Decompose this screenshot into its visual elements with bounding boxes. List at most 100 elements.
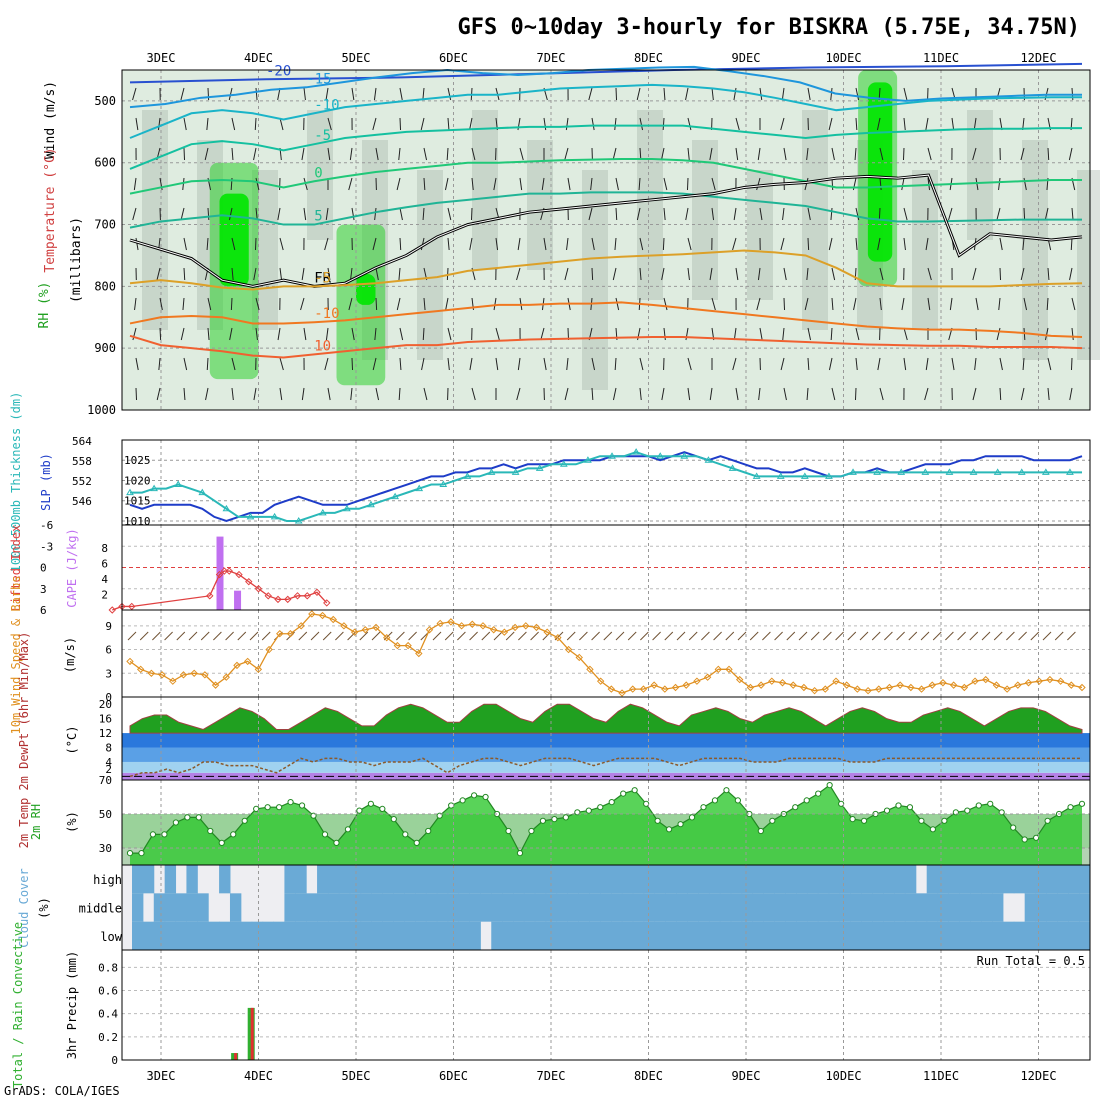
pressure-tick-label: 700 <box>94 218 116 232</box>
wind-barb <box>205 387 209 401</box>
wind-speed-marker <box>404 641 412 650</box>
bottom-day-label: 7DEC <box>537 1069 566 1083</box>
wind-barb <box>444 631 454 641</box>
wind-barb <box>423 387 428 401</box>
cloud-cell <box>992 921 1004 950</box>
cloud-cell <box>774 865 786 894</box>
wind-speed-marker <box>618 689 626 697</box>
wind-tick-label: 3 <box>105 667 112 680</box>
cloud-cell <box>1068 893 1080 922</box>
wind-barb <box>903 207 908 221</box>
cloud-cell <box>458 921 470 950</box>
cloud-cell <box>1079 921 1091 950</box>
wind-speed-marker <box>650 681 658 689</box>
cloud-cell <box>1013 921 1026 950</box>
thickness-marker <box>825 472 833 479</box>
wind-barb <box>756 177 761 191</box>
wind-barb <box>180 327 185 341</box>
wind-barb <box>759 87 763 101</box>
wind-barb <box>614 357 617 371</box>
thickness-marker <box>849 468 857 475</box>
cloud-cell <box>349 865 362 894</box>
temperature-tick-label: 12 <box>99 727 112 740</box>
wind-barb <box>615 631 625 641</box>
wind-barb <box>1071 297 1076 311</box>
thickness-marker <box>270 512 279 520</box>
wind-barb <box>516 267 521 281</box>
contour-label: -20 <box>266 63 291 79</box>
wind-speed-marker <box>340 622 348 630</box>
thickness-marker <box>945 468 954 475</box>
wind-barb <box>757 267 761 281</box>
wind-barb <box>420 117 425 131</box>
cloud-cell <box>458 893 470 922</box>
wind-barb <box>687 117 692 131</box>
temperature-tick-label: 16 <box>99 713 112 726</box>
rh-marker <box>287 799 294 806</box>
thickness-marker <box>367 500 375 508</box>
cloud-cell <box>785 865 797 894</box>
rh-marker <box>654 817 661 824</box>
wind-barb <box>951 117 955 131</box>
cloud-cell <box>186 865 198 894</box>
wind-barb <box>567 177 571 191</box>
wind-barb <box>200 631 210 641</box>
wind-speed-marker <box>800 683 808 692</box>
wind-barb <box>564 147 569 161</box>
cloud-cell <box>404 865 416 894</box>
wind-barb <box>615 207 618 221</box>
wind-barb <box>687 267 690 281</box>
rh-marker <box>620 790 627 797</box>
rh-marker <box>264 804 271 811</box>
rh-marker <box>918 817 925 824</box>
wind-barb <box>324 237 329 251</box>
cloud-cell <box>774 921 786 950</box>
wind-barb <box>469 631 478 641</box>
wind-barb <box>711 207 715 221</box>
wind-barb <box>807 327 812 341</box>
wind-barb <box>159 327 162 341</box>
slp-tick-label: 1010 <box>124 515 151 528</box>
wind-barb <box>879 147 884 161</box>
cloud-cell <box>513 921 525 950</box>
wind-barb <box>733 207 737 221</box>
cloud-cell <box>360 865 372 894</box>
cloud-cell <box>992 893 1004 922</box>
wind-barb <box>183 147 186 161</box>
cloud-cell <box>828 893 841 922</box>
cloud-cell <box>643 865 656 894</box>
wind-barb <box>925 117 929 131</box>
wind-speed-marker <box>511 623 519 632</box>
ylabel-rh2m: 2m RH <box>29 804 43 840</box>
cloud-cell <box>240 921 253 950</box>
cloud-cell <box>839 865 851 894</box>
wind-barb <box>133 177 137 191</box>
wind-barb <box>422 207 425 221</box>
wind-speed-marker <box>243 657 252 666</box>
ylabel-temperature-unit: (°C) <box>65 726 79 755</box>
wind-barb <box>543 117 547 131</box>
thickness-marker <box>246 512 255 520</box>
lifted-index-marker <box>235 570 243 579</box>
wind-barb <box>471 147 476 161</box>
wind-barb <box>359 631 369 641</box>
wind-barb <box>925 237 929 251</box>
rh-marker <box>195 814 202 821</box>
rh-marker <box>1033 834 1040 841</box>
wind-speed-marker <box>361 626 370 634</box>
wind-speed-marker <box>639 685 648 693</box>
ylabel-rh2m-unit: (%) <box>65 811 79 833</box>
wind-barb <box>615 297 620 311</box>
bottom-day-label: 12DEC <box>1020 1069 1056 1083</box>
wind-barb <box>615 87 618 101</box>
lifted-index-marker <box>293 592 302 600</box>
wind-speed-marker <box>693 677 701 685</box>
cloud-cell <box>926 893 939 922</box>
wind-barb <box>847 631 857 641</box>
rh-tick-label: 30 <box>99 842 112 855</box>
wind-barb <box>1044 327 1049 341</box>
cloud-cell <box>589 921 601 950</box>
cloud-cell <box>621 893 634 922</box>
wind-barb <box>399 357 402 371</box>
